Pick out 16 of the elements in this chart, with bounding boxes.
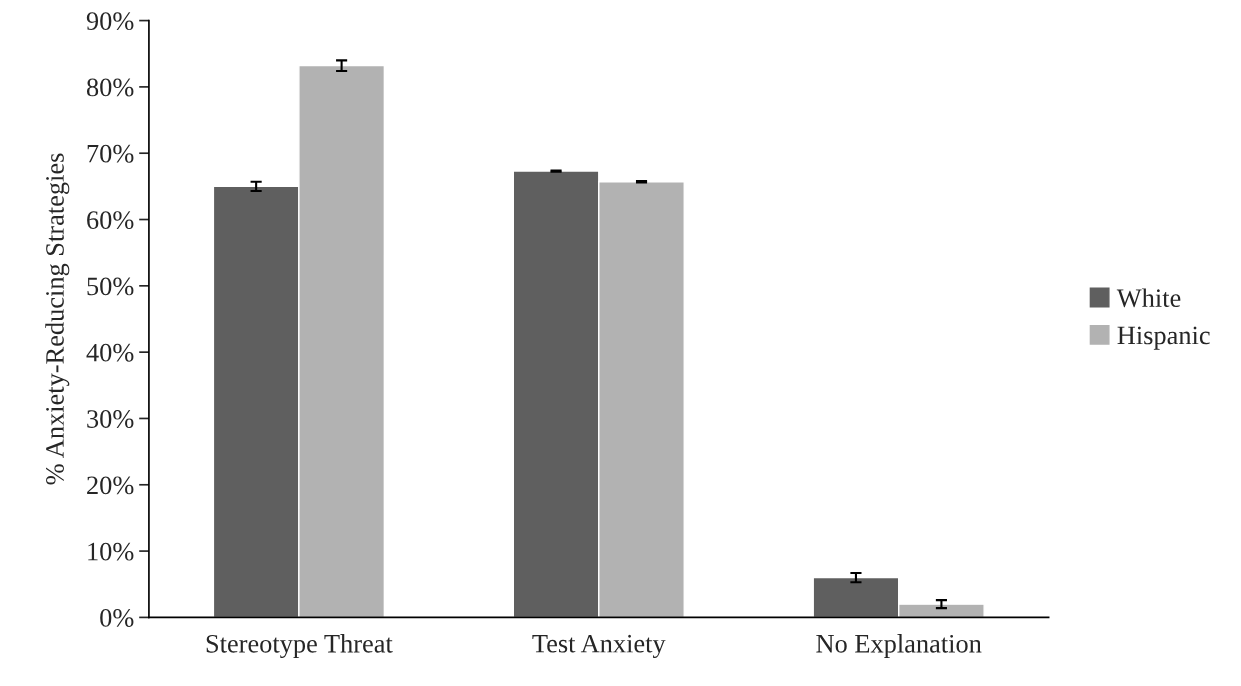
y-tick-label: 80%: [86, 78, 134, 97]
legend-label: Hispanic: [1117, 326, 1210, 350]
y-tick-label: 70%: [87, 144, 134, 163]
y-tick-label: 90%: [86, 12, 134, 31]
y-tick-label: 10%: [88, 542, 134, 561]
y-tick-label: 0%: [100, 609, 134, 627]
x-tick-label: No Explanation: [816, 634, 982, 658]
y-tick-label: 20%: [87, 476, 134, 495]
y-tick-label: 60%: [87, 211, 134, 230]
y-tick-label: 30%: [87, 410, 134, 428]
y-tick-label: 50%: [87, 277, 134, 296]
x-tick-label: Test Anxiety: [532, 634, 666, 658]
y-tick-label: 40%: [86, 343, 134, 362]
x-tick-label: Stereotype Threat: [206, 634, 393, 659]
legend-label: White: [1116, 288, 1181, 308]
y-axis-title: % Anxiety-Reducing Strategies: [45, 153, 70, 485]
